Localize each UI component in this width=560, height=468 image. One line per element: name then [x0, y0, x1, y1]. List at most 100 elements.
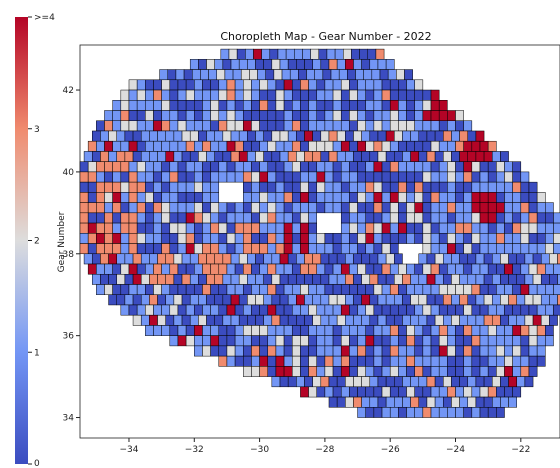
grid-cell: [185, 110, 195, 121]
grid-cell: [471, 263, 481, 275]
grid-cell: [365, 222, 375, 234]
grid-cell: [406, 110, 415, 121]
grid-cell: [259, 263, 269, 275]
grid-cell: [385, 314, 395, 326]
grid-cell: [181, 151, 191, 162]
grid-cell: [259, 161, 269, 173]
grid-cell: [108, 130, 117, 142]
grid-cell: [112, 181, 122, 193]
grid-cell: [414, 263, 424, 275]
grid-cell: [328, 294, 338, 306]
grid-cell: [369, 253, 379, 265]
grid-cell: [487, 386, 497, 398]
grid-cell: [336, 274, 346, 285]
grid-cell: [389, 100, 399, 111]
grid-cell: [349, 212, 358, 224]
grid-cell: [381, 192, 391, 203]
grid-cell: [308, 89, 317, 101]
grid-cell: [340, 79, 350, 91]
grid-cell: [291, 222, 301, 234]
grid-cell: [308, 366, 317, 377]
grid-cell: [157, 130, 166, 142]
grid-cell: [112, 243, 122, 255]
grid-cell: [214, 274, 224, 285]
grid-cell: [540, 294, 550, 306]
grid-cell: [479, 243, 489, 255]
grid-cell: [500, 396, 509, 408]
grid-cell: [153, 202, 162, 214]
grid-cell: [353, 376, 362, 388]
grid-cell: [153, 120, 162, 132]
grid-cell: [479, 233, 489, 244]
grid-cell: [463, 161, 473, 173]
grid-cell: [394, 151, 403, 162]
grid-cell: [414, 140, 424, 152]
grid-cell: [381, 222, 391, 234]
grid-cell: [402, 274, 411, 285]
grid-cell: [218, 304, 228, 316]
grid-cell: [430, 366, 440, 377]
grid-cell: [451, 294, 460, 306]
grid-cell: [185, 79, 195, 91]
grid-cell: [291, 110, 301, 121]
grid-cell: [430, 212, 440, 224]
grid-cell: [430, 110, 440, 121]
grid-cell: [222, 294, 232, 306]
grid-cell: [198, 314, 207, 326]
grid-cell: [349, 233, 358, 244]
grid-cell: [169, 212, 179, 224]
grid-cell: [377, 151, 387, 162]
grid-cell: [132, 253, 142, 265]
grid-cell: [394, 294, 403, 306]
grid-cell: [145, 171, 154, 183]
grid-cell: [100, 151, 109, 162]
grid-cell: [149, 314, 158, 326]
grid-cell: [430, 222, 440, 234]
grid-cell: [438, 233, 448, 244]
grid-cell: [467, 151, 477, 162]
grid-cell: [291, 345, 301, 357]
grid-cell: [487, 192, 497, 203]
grid-cell: [365, 386, 375, 398]
grid-cell: [169, 325, 179, 336]
grid-cell: [528, 284, 538, 295]
grid-cell: [234, 140, 244, 152]
grid-cell: [332, 181, 342, 193]
colorbar-label: Gear Number: [57, 211, 67, 272]
grid-cell: [389, 355, 399, 367]
grid-cell: [120, 243, 130, 255]
grid-cell: [214, 151, 224, 162]
grid-cell: [398, 79, 407, 91]
grid-cell: [161, 192, 171, 203]
grid-cell: [500, 294, 509, 306]
grid-cell: [447, 355, 456, 367]
grid-cell: [451, 253, 460, 265]
grid-cell: [136, 233, 146, 244]
grid-cell: [340, 335, 350, 347]
grid-cell: [243, 120, 252, 132]
grid-cell: [112, 100, 122, 111]
grid-cell: [343, 48, 352, 60]
grid-cell: [120, 181, 130, 193]
grid-cell: [398, 355, 407, 367]
grid-cell: [177, 202, 187, 214]
grid-cell: [300, 79, 309, 91]
grid-cell: [324, 243, 334, 255]
grid-cell: [104, 192, 113, 203]
grid-cell: [414, 355, 424, 367]
grid-cell: [120, 284, 130, 295]
grid-cell: [336, 130, 346, 142]
grid-cell: [540, 253, 550, 265]
grid-cell: [283, 284, 293, 295]
grid-cell: [283, 79, 293, 91]
grid-cell: [104, 181, 113, 193]
grid-cell: [381, 355, 391, 367]
grid-cell: [189, 294, 199, 306]
grid-cell: [553, 233, 560, 244]
grid-cell: [169, 181, 179, 193]
grid-cell: [438, 212, 448, 224]
grid-cell: [496, 212, 505, 224]
grid-cell: [438, 161, 448, 173]
grid-cell: [189, 314, 199, 326]
grid-cell: [512, 345, 522, 357]
